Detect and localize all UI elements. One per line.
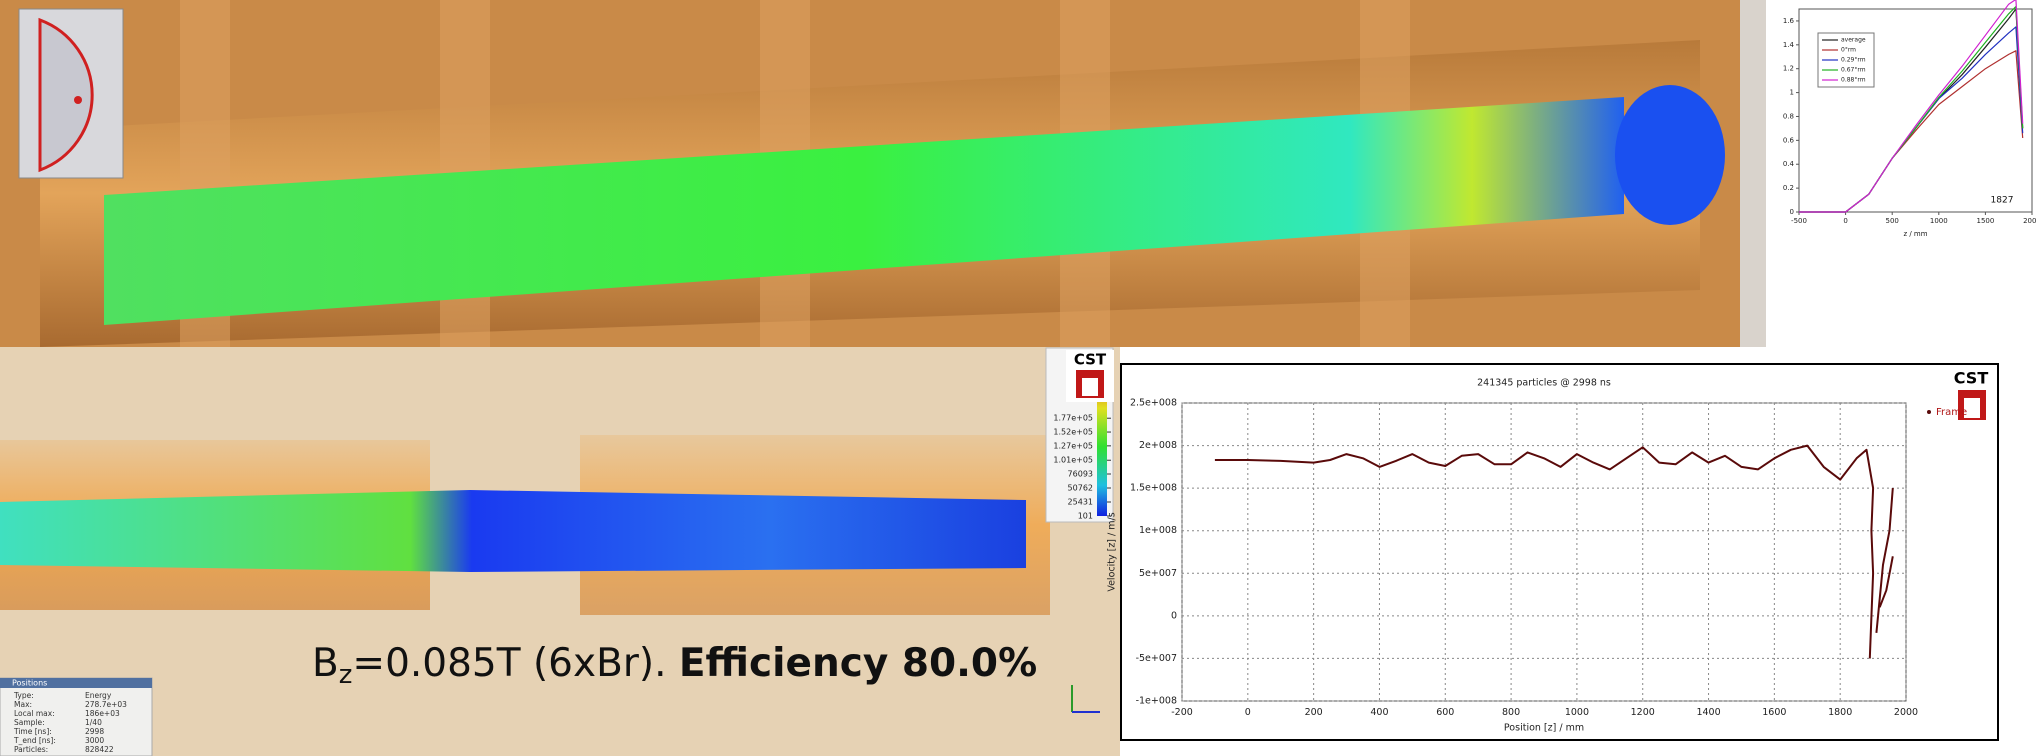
y-tick-label: 1.6 xyxy=(1783,17,1795,25)
caption-text: =0.085T (6xBr). xyxy=(352,641,678,686)
y-tick-label: 1.5e+008 xyxy=(1130,483,1177,494)
panel-title: Positions xyxy=(12,679,47,688)
y-tick-label: 0.8 xyxy=(1783,112,1794,120)
colorbar-label: 1.52e+05 xyxy=(1053,428,1093,437)
x-tick-label: 1000 xyxy=(1565,707,1589,718)
y-tick-label: 0 xyxy=(1790,208,1794,216)
y-tick-label: 0.4 xyxy=(1783,160,1795,168)
row-label: Type: xyxy=(13,691,34,700)
row-value: 828422 xyxy=(85,745,114,754)
caption: Bz=0.085T (6xBr). Efficiency 80.0% xyxy=(312,641,1037,690)
colorbar-label: 25431 xyxy=(1068,497,1093,506)
x-axis-label: z / mm xyxy=(1903,230,1927,238)
x-tick-label: 1500 xyxy=(1976,217,1994,225)
x-tick-label: 1000 xyxy=(1930,217,1948,225)
bottom-view xyxy=(0,347,1120,756)
colorbar-label: 50762 xyxy=(1068,483,1093,492)
y-tick-label: -1e+008 xyxy=(1136,696,1177,707)
legend-label: 0.67°rm xyxy=(1841,67,1866,74)
y-tick-label: 1 xyxy=(1790,89,1794,97)
colorbar-label: 101 xyxy=(1078,512,1093,521)
row-label: T_end [ns]: xyxy=(13,736,56,745)
velocity-chart: CST -1e+008 -5e+007 0 5e+007 1e+008 1.5e+008 2… xyxy=(1107,364,1999,740)
colorbar-label: 76093 xyxy=(1068,469,1093,478)
y-axis-label: Velocity [z] / m/s xyxy=(1107,512,1118,591)
logo: CST xyxy=(1074,351,1107,369)
x-tick-label: 500 xyxy=(1886,217,1899,225)
y-tick-label: 0.2 xyxy=(1783,184,1794,192)
legend-label: 0°rm xyxy=(1841,47,1856,54)
y-tick-label: 2.5e+008 xyxy=(1130,398,1177,409)
caption-prefix: B xyxy=(312,641,339,686)
colorbar-label: 1.01e+05 xyxy=(1053,456,1093,465)
legend-marker xyxy=(1927,410,1931,414)
y-tick-label: 0.6 xyxy=(1783,136,1795,144)
y-tick-label: 0 xyxy=(1171,610,1177,621)
row-label: Particles: xyxy=(14,745,48,754)
row-value: 186e+03 xyxy=(85,709,120,718)
y-tick-label: 2e+008 xyxy=(1139,440,1177,451)
legend-label: Frame xyxy=(1936,407,1967,418)
legend-label: 0.88°rm xyxy=(1841,77,1866,84)
row-label: Local max: xyxy=(14,709,55,718)
x-tick-label: 400 xyxy=(1370,707,1388,718)
y-tick-label: 5e+007 xyxy=(1139,568,1177,579)
x-tick-label: 200 xyxy=(1305,707,1323,718)
x-tick-label: 600 xyxy=(1436,707,1454,718)
chart-frame xyxy=(1121,364,1998,740)
page: { "chart_data": [ { "type": "line", "tit… xyxy=(0,0,2037,756)
x-tick-label: 800 xyxy=(1502,707,1520,718)
logo-icon xyxy=(1082,378,1098,396)
caption-subscript: z xyxy=(339,660,353,690)
row-value: 278.7e+03 xyxy=(85,700,127,709)
x-tick-label: 2000 xyxy=(1894,707,1918,718)
row-label: Max: xyxy=(14,700,32,709)
chart-title: 241345 particles @ 2998 ns xyxy=(1477,378,1611,389)
screen: Bz=0.085T (6xBr). Efficiency 80.0% Posit… xyxy=(0,0,2037,756)
row-value: 2998 xyxy=(85,727,104,736)
logo: CST xyxy=(1954,369,1989,388)
y-tick-label: 1e+008 xyxy=(1139,525,1177,536)
top-view xyxy=(0,0,1766,347)
beam xyxy=(0,490,1026,572)
caption-bold: Efficiency 80.0% xyxy=(679,641,1037,686)
x-tick-label: 0 xyxy=(1245,707,1251,718)
annotation: 1827 xyxy=(1991,196,2014,206)
x-tick-label: -200 xyxy=(1171,707,1193,718)
x-axis-label: Position [z] / mm xyxy=(1504,723,1584,734)
x-tick-label: 1400 xyxy=(1696,707,1720,718)
x-tick-label: -500 xyxy=(1791,217,1807,225)
colorbar-label: 1.27e+05 xyxy=(1053,441,1093,450)
y-tick-label: -5e+007 xyxy=(1136,653,1177,664)
y-tick-label: 1.4 xyxy=(1783,41,1795,49)
row-label: Time [ns]: xyxy=(13,727,52,736)
row-value: Energy xyxy=(85,691,112,700)
x-tick-label: 1800 xyxy=(1828,707,1852,718)
x-tick-label: 0 xyxy=(1843,217,1847,225)
positions-panel: Positions Type: Energy Max: 278.7e+03 Local … xyxy=(0,678,152,756)
x-tick-label: 1200 xyxy=(1631,707,1655,718)
x-tick-label: 1600 xyxy=(1762,707,1786,718)
row-label: Sample: xyxy=(14,718,45,727)
legend-label: 0.29°rm xyxy=(1841,57,1866,64)
row-value: 3000 xyxy=(85,736,104,745)
legend-label: average xyxy=(1841,37,1866,44)
inset-dot xyxy=(74,96,82,104)
colorbar-label: 1.77e+05 xyxy=(1053,414,1093,423)
beam-head xyxy=(1615,85,1725,225)
y-tick-label: 1.2 xyxy=(1783,65,1794,73)
x-tick-label: 2000 xyxy=(2023,217,2037,225)
colorbar: CST 1.77e+05 1.52e+05 1.27e+05 1.01e+05 7609… xyxy=(1046,348,1114,522)
row-value: 1/40 xyxy=(85,718,102,727)
